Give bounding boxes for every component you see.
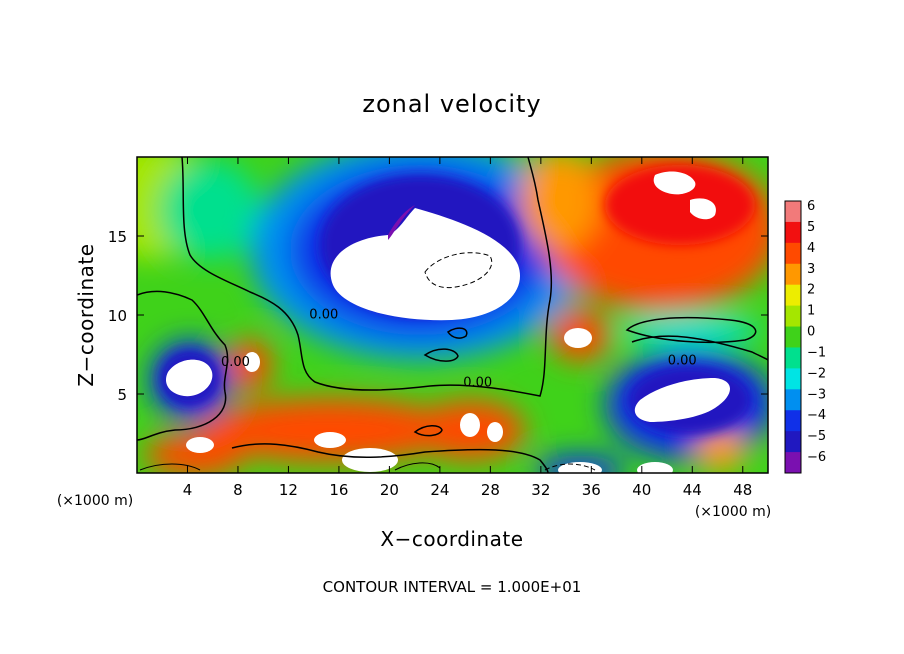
contour-labels: 0.00 0.00 0.00 0.00 <box>221 308 697 391</box>
core-positive-small <box>244 352 260 372</box>
core-negative-left <box>165 359 213 397</box>
x-tick-label: 24 <box>430 481 449 499</box>
colorbar-segment <box>785 347 801 369</box>
colorbar-label: 6 <box>807 199 815 214</box>
colorbar-label: −6 <box>807 450 826 465</box>
core-negative-right <box>634 378 730 422</box>
core-negative-main <box>330 208 521 321</box>
field-zone <box>200 398 460 462</box>
x-axis-label: X−coordinate <box>380 527 523 551</box>
negative-contour <box>544 463 596 471</box>
x-tick-label: 16 <box>329 481 348 499</box>
contour-interval-note: CONTOUR INTERVAL = 1.000E+01 <box>323 578 582 596</box>
zero-contour <box>181 157 553 397</box>
colorbar-label: 1 <box>807 304 815 319</box>
contour-label: 0.00 <box>668 353 697 368</box>
x-tick-label: 40 <box>632 481 651 499</box>
field-core <box>605 165 755 245</box>
core-positive-topright <box>653 171 716 220</box>
zero-contour <box>625 316 757 344</box>
colorbar-label: −1 <box>807 345 826 360</box>
colorbar-segment <box>785 368 801 390</box>
zero-contour <box>137 290 229 441</box>
colorbar-frame <box>784 200 802 474</box>
zero-contour <box>631 335 768 361</box>
colorbar-segment <box>785 410 801 432</box>
core-positive-bottom <box>487 422 503 442</box>
x-tick-label: 36 <box>582 481 601 499</box>
x-unit-right: (×1000 m) <box>695 504 771 520</box>
field-extremes <box>165 171 730 473</box>
colorbar-label: 2 <box>807 283 815 298</box>
colorbar-segment <box>785 221 801 244</box>
colorbar-segment <box>785 284 801 307</box>
x-tick-label: 12 <box>279 481 298 499</box>
x-tick-label: 20 <box>380 481 399 499</box>
core-positive-bottom <box>186 437 214 453</box>
field-zone <box>520 157 600 250</box>
colorbar-label: −2 <box>807 366 826 381</box>
colorbar-segment <box>785 263 801 286</box>
x-tick-label: 48 <box>733 481 752 499</box>
core-positive-bottom <box>314 432 346 448</box>
colorbar-segment <box>785 326 801 348</box>
chart-title: zonal velocity <box>362 90 541 118</box>
field-zone <box>695 428 745 472</box>
core-positive-mid <box>564 328 592 348</box>
colorbar-label: 4 <box>807 241 815 256</box>
colorbar-label: 5 <box>807 220 815 235</box>
purple-rim <box>388 205 415 240</box>
contour-label: 0.00 <box>221 355 250 370</box>
negative-contours <box>424 252 596 471</box>
zero-contour <box>231 443 549 473</box>
zero-contour <box>446 327 468 339</box>
field-zone <box>160 160 260 260</box>
colorbar: 6 5 4 3 2 1 0 −1 −2 −3 −4 −5 −6 <box>784 199 826 474</box>
y-axis-label: Z−coordinate <box>74 243 98 386</box>
x-tick-label: 4 <box>183 481 193 499</box>
colorbar-segment <box>785 389 801 411</box>
colorbar-label: 3 <box>807 262 815 277</box>
core-positive-bottom <box>342 448 398 472</box>
zero-contour <box>413 425 443 437</box>
colorbar-segment <box>785 242 801 265</box>
positive-contour <box>139 462 441 471</box>
colorbar-label: −4 <box>807 408 826 423</box>
colorbar-label: 0 <box>807 325 815 340</box>
x-tick-label: 8 <box>233 481 243 499</box>
field-zone <box>145 433 245 473</box>
colorbar-segment <box>785 305 801 328</box>
core-positive-bottom <box>460 413 480 437</box>
negative-contour <box>424 252 493 289</box>
y-tick-label: 15 <box>108 228 127 246</box>
x-unit-left: (×1000 m) <box>57 493 133 509</box>
core-negative-bottom <box>637 462 673 473</box>
colorbar-label: −3 <box>807 387 826 402</box>
zero-contours <box>137 157 768 473</box>
colorbar-segment <box>785 201 801 223</box>
x-tick-label: 32 <box>531 481 550 499</box>
x-ticks: 4 8 12 16 20 24 28 32 36 40 44 48 <box>183 157 752 499</box>
colorbar-segment <box>785 452 801 474</box>
x-tick-label: 28 <box>481 481 500 499</box>
y-ticks: 5 10 15 <box>108 228 768 404</box>
colorbar-segment <box>785 431 801 453</box>
y-tick-label: 5 <box>117 386 127 404</box>
zero-contour <box>423 348 459 362</box>
heatmap-field <box>137 157 768 473</box>
colorbar-label: −5 <box>807 429 826 444</box>
contour-label: 0.00 <box>309 308 338 323</box>
x-tick-label: 44 <box>683 481 702 499</box>
y-tick-label: 10 <box>108 307 127 325</box>
contour-label: 0.00 <box>463 376 492 391</box>
